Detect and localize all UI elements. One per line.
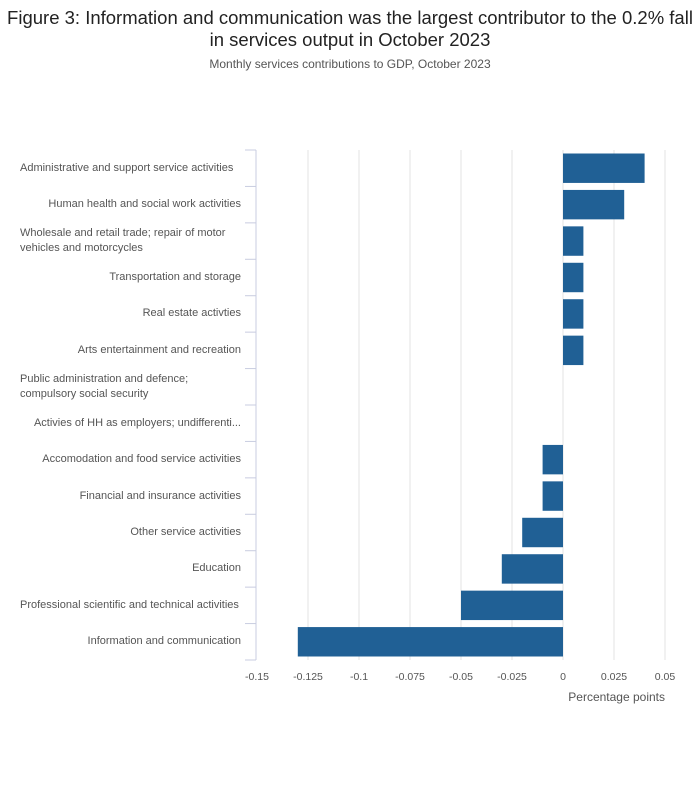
x-tick-label: 0.025 [601,671,627,683]
bar [563,335,584,366]
category-label: Activies of HH as employers; undifferent… [20,405,241,441]
category-label: Financial and insurance activities [20,478,241,514]
category-label-text: Professional scientific and technical ac… [20,598,239,611]
category-label: Public administration and defence; compu… [20,369,241,405]
x-tick-label: 0.05 [655,671,676,683]
category-label-text: Education [192,562,241,575]
category-label: Professional scientific and technical ac… [20,587,241,623]
x-tick-label: -0.1 [350,671,368,683]
chart-subtitle: Monthly services contributions to GDP, O… [209,57,491,71]
category-label: Arts entertainment and recreation [20,332,241,368]
x-tick-label: -0.125 [293,671,323,683]
bar [542,481,563,511]
x-tick-label: -0.075 [395,671,425,683]
category-label-text: Information and communication [87,635,241,648]
category-label: Accomodation and food service activities [20,441,241,477]
category-label-text: Accomodation and food service activities [42,453,241,466]
category-label-text: Public administration and defence; compu… [20,372,189,400]
category-label: Human health and social work activities [20,186,241,222]
bar [563,153,645,183]
bar [563,226,584,256]
category-label: Transportation and storage [20,259,241,295]
category-label-text: Financial and insurance activities [79,489,241,502]
category-label-text: Real estate activties [142,307,241,320]
category-label-text: Administrative and support service activ… [20,161,234,174]
category-label: Other service activities [20,514,241,550]
category-label-text: Activies of HH as employers; undifferent… [33,416,241,429]
x-tick-label: 0 [560,671,566,683]
bar [542,444,563,475]
bar [501,554,563,584]
category-label: Wholesale and retail trade; repair of mo… [20,223,241,259]
bar [297,627,563,657]
bar [522,517,563,548]
bar [563,299,584,329]
category-label-text: Wholesale and retail trade; repair of mo… [20,227,226,255]
x-tick-label: -0.15 [245,671,269,683]
bar [563,262,584,293]
category-label-text: Arts entertainment and recreation [77,343,241,356]
category-label: Administrative and support service activ… [20,150,241,186]
category-label-text: Other service activities [130,525,241,538]
x-tick-label: -0.05 [449,671,473,683]
bar [563,189,625,220]
category-label: Education [20,551,241,587]
category-label: Information and communication [20,624,241,660]
bar [461,590,563,621]
category-label: Real estate activties [20,296,241,332]
category-label-text: Human health and social work activities [48,198,241,211]
category-label-text: Transportation and storage [109,270,241,283]
chart-title: Figure 3: Information and communication … [7,7,693,50]
x-axis-title: Percentage points [568,690,665,704]
x-tick-label: -0.025 [497,671,527,683]
